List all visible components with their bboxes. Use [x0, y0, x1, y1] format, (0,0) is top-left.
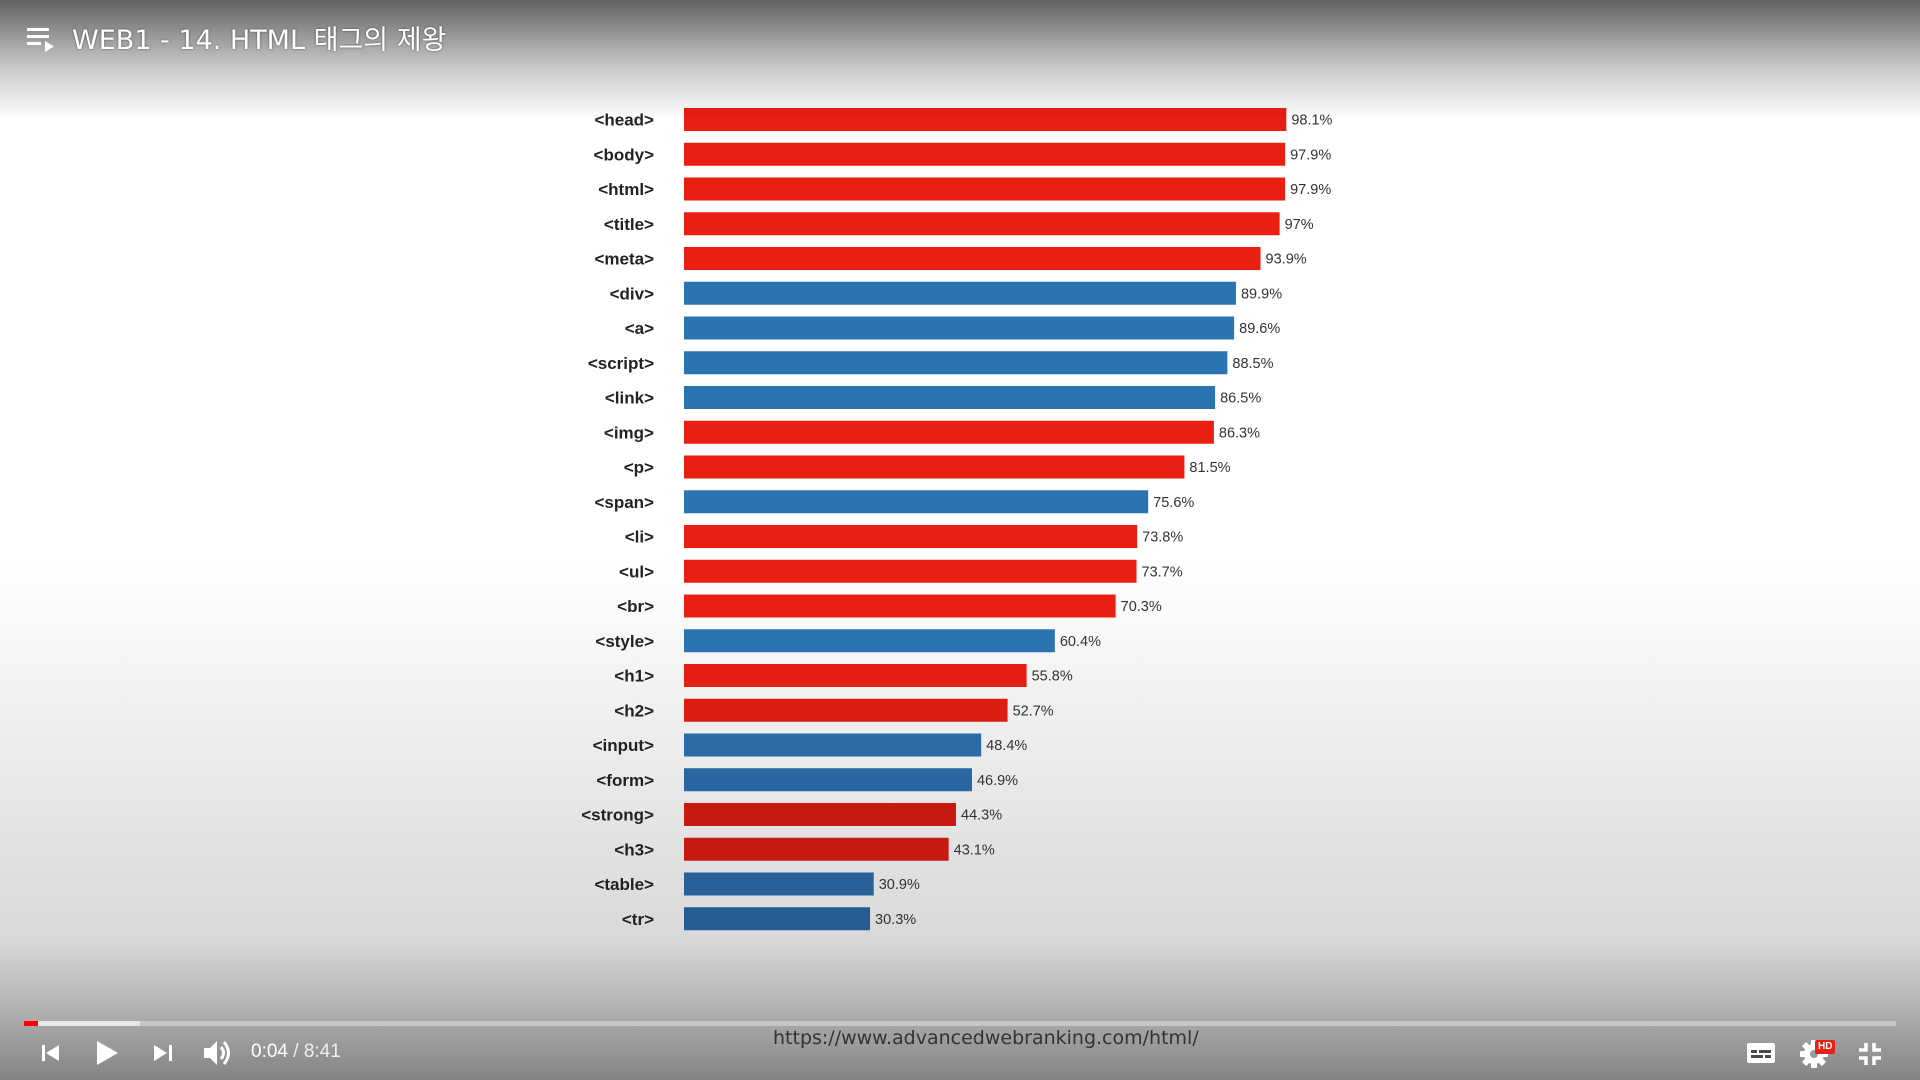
- value-label: 97%: [1285, 217, 1314, 233]
- volume-icon: [204, 1041, 230, 1065]
- value-label: 30.9%: [879, 877, 920, 893]
- total-duration: 8:41: [303, 1041, 341, 1062]
- time-display: 0:04 / 8:41: [251, 1041, 341, 1063]
- category-label: <strong>: [581, 806, 654, 825]
- category-label: <h1>: [614, 667, 654, 686]
- bar: [684, 455, 1185, 479]
- value-label: 97.9%: [1290, 182, 1331, 198]
- category-label: <tr>: [622, 910, 654, 929]
- value-label: 86.3%: [1219, 425, 1260, 441]
- value-label: 81.5%: [1189, 460, 1230, 476]
- video-title[interactable]: WEB1 - 14. HTML 태그의 제왕: [72, 25, 447, 56]
- category-label: <div>: [610, 284, 654, 303]
- subtitles-icon: [1747, 1043, 1775, 1063]
- next-button[interactable]: [148, 1036, 178, 1070]
- category-label: <img>: [604, 423, 654, 442]
- bar: [684, 733, 982, 757]
- value-label: 89.9%: [1241, 286, 1282, 302]
- value-label: 86.5%: [1220, 391, 1261, 407]
- tag-usage-bar-chart: <head> 98.1%<body> 97.9%<html> 97.9%<title>…: [581, 108, 1333, 931]
- value-label: 75.6%: [1153, 495, 1194, 511]
- category-label: <style>: [595, 632, 654, 651]
- playlist-button[interactable]: [24, 22, 60, 54]
- exit-fullscreen-icon: [1859, 1043, 1881, 1065]
- category-label: <script>: [588, 354, 654, 373]
- bar: [684, 698, 1008, 722]
- skip-previous-icon: [42, 1045, 59, 1061]
- bar: [684, 281, 1236, 305]
- value-label: 70.3%: [1121, 599, 1162, 615]
- bar: [684, 351, 1228, 375]
- bar: [684, 768, 972, 792]
- subtitles-button[interactable]: [1744, 1038, 1778, 1068]
- category-label: <html>: [598, 180, 654, 199]
- category-label: <h2>: [614, 701, 654, 720]
- category-label: <li>: [625, 528, 654, 547]
- value-label: 48.4%: [986, 738, 1027, 754]
- progress-played: [24, 1021, 39, 1026]
- bar: [684, 872, 874, 896]
- hd-badge: HD: [1815, 1040, 1836, 1054]
- category-label: <span>: [594, 493, 654, 512]
- bar: [684, 247, 1261, 270]
- value-label: 89.6%: [1239, 321, 1280, 337]
- skip-next-icon: [154, 1045, 172, 1061]
- progress-bar[interactable]: [24, 1021, 1896, 1026]
- value-label: 88.5%: [1232, 356, 1273, 372]
- category-label: <form>: [596, 771, 654, 790]
- bar: [684, 803, 957, 826]
- play-icon: [97, 1041, 118, 1065]
- source-url-caption: https://www.advancedwebranking.com/html/: [773, 1027, 1199, 1049]
- bar: [684, 664, 1027, 687]
- category-label: <a>: [625, 319, 654, 338]
- current-time: 0:04: [251, 1041, 288, 1062]
- value-label: 60.4%: [1060, 634, 1101, 650]
- bar: [684, 837, 949, 861]
- time-separator: /: [287, 1041, 304, 1062]
- value-label: 52.7%: [1013, 703, 1054, 719]
- category-label: <title>: [604, 215, 654, 234]
- value-label: 30.3%: [875, 912, 916, 928]
- bottom-gradient-overlay: [0, 940, 1920, 1080]
- category-label: <p>: [624, 458, 654, 477]
- value-label: 46.9%: [977, 773, 1018, 789]
- bar: [684, 525, 1138, 548]
- category-label: <h3>: [614, 840, 654, 859]
- play-button[interactable]: [90, 1034, 124, 1072]
- category-label: <br>: [617, 597, 654, 616]
- top-gradient-overlay: [0, 0, 1920, 120]
- category-label: <body>: [594, 145, 655, 164]
- exit-fullscreen-button[interactable]: [1852, 1036, 1888, 1072]
- bar: [684, 629, 1055, 653]
- previous-button[interactable]: [36, 1036, 66, 1070]
- progress-buffered: [24, 1021, 141, 1026]
- bar: [684, 316, 1235, 340]
- value-label: 73.8%: [1142, 530, 1183, 546]
- playlist-icon: [27, 28, 54, 52]
- category-label: <ul>: [619, 562, 654, 581]
- value-label: 55.8%: [1032, 669, 1073, 685]
- bar: [684, 559, 1137, 583]
- value-label: 73.7%: [1142, 564, 1183, 580]
- bar: [684, 386, 1216, 409]
- bar: [684, 907, 871, 931]
- bar: [684, 177, 1286, 201]
- category-label: <meta>: [594, 250, 654, 269]
- bar: [684, 142, 1286, 166]
- category-label: <table>: [594, 875, 654, 894]
- value-label: 44.3%: [961, 808, 1002, 824]
- bar: [684, 212, 1280, 236]
- bar: [684, 490, 1149, 514]
- bar: [684, 420, 1214, 444]
- value-label: 93.9%: [1266, 252, 1307, 268]
- category-label: <input>: [593, 736, 654, 755]
- volume-button[interactable]: [199, 1034, 237, 1072]
- category-label: <link>: [605, 389, 654, 408]
- value-label: 43.1%: [954, 842, 995, 858]
- bar: [684, 594, 1116, 618]
- value-label: 97.9%: [1290, 147, 1331, 163]
